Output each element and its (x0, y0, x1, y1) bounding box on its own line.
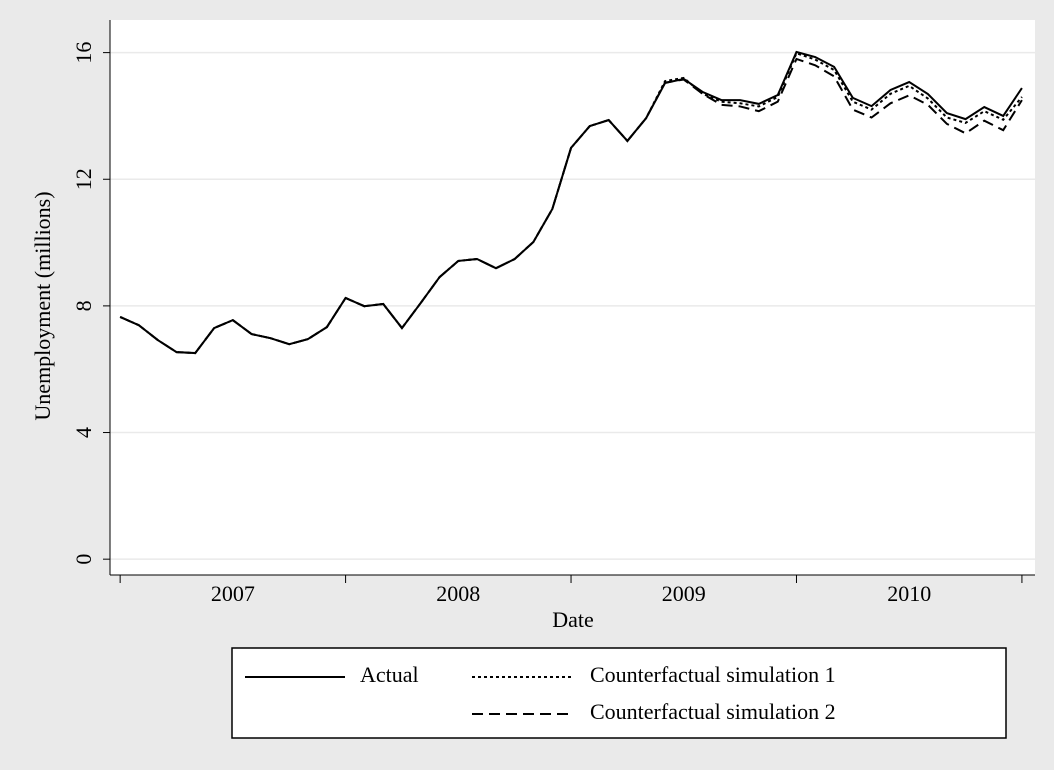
y-axis-label: Unemployment (millions) (30, 191, 55, 420)
y-tick-label: 12 (71, 168, 96, 190)
y-tick-label: 0 (71, 554, 96, 565)
legend-box (231, 647, 1007, 739)
y-tick-label: 8 (71, 300, 96, 311)
series-line (119, 57, 1023, 355)
plot-region (110, 20, 1035, 575)
series-line (119, 51, 1023, 355)
y-tick-label: 4 (71, 427, 96, 438)
x-tick-label: 2007 (211, 581, 255, 606)
legend-label: Counterfactual simulation 1 (590, 662, 836, 687)
legend-label: Counterfactual simulation 2 (590, 699, 836, 724)
x-axis-label: Date (552, 607, 594, 632)
x-tick-label: 2008 (436, 581, 480, 606)
x-tick-label: 2010 (887, 581, 931, 606)
y-tick-label: 16 (71, 42, 96, 64)
legend-label: Actual (360, 662, 419, 687)
x-tick-label: 2009 (662, 581, 706, 606)
